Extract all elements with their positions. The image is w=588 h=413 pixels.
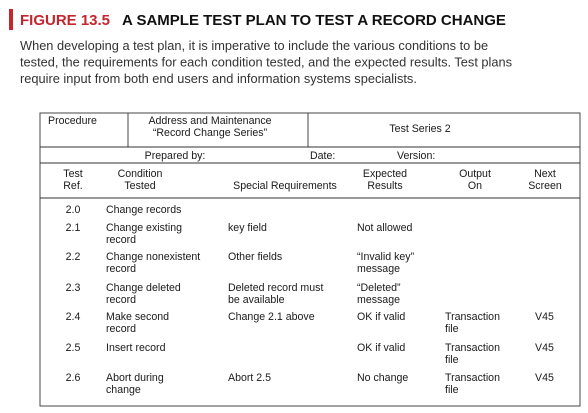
table-cell: Other fields (228, 251, 282, 263)
table-cell: message (357, 294, 400, 306)
table-cell: 2.3 (66, 282, 81, 294)
table-cell: 2.6 (66, 372, 81, 384)
column-header: Next (534, 168, 556, 180)
table-cell: record (106, 263, 136, 275)
table-cell: OK if valid (357, 342, 405, 354)
table-cell: Abort during (106, 372, 164, 384)
table-cell: 2.5 (66, 342, 81, 354)
column-header: Output (459, 168, 491, 180)
column-header: Condition (118, 168, 163, 180)
table-cell: V45 (535, 372, 554, 384)
column-header: Results (367, 180, 402, 192)
caption-line: When developing a test plan, it is imper… (20, 38, 488, 53)
table-cell: key field (228, 222, 267, 234)
table-cell: Change 2.1 above (228, 311, 315, 323)
table-cell: be available (228, 294, 285, 306)
table-cell: file (445, 323, 459, 335)
table-cell: Change existing (106, 222, 182, 234)
table-cell: “Invalid key” (357, 251, 415, 263)
table-cell: record (106, 323, 136, 335)
date: Date: (310, 150, 335, 162)
column-header: Ref. (63, 180, 82, 192)
table-cell: V45 (535, 342, 554, 354)
table-cell: file (445, 354, 459, 366)
procedure-line: Address and Maintenance (148, 115, 271, 127)
table-cell: message (357, 263, 400, 275)
table-cell: V45 (535, 311, 554, 323)
table-cell: No change (357, 372, 408, 384)
column-header: Tested (124, 180, 155, 192)
table-cell: Not allowed (357, 222, 412, 234)
procedure-label: Procedure (48, 115, 97, 127)
table-cell: Transaction (445, 372, 500, 384)
table-cell: change (106, 384, 141, 396)
table-cell: “Deleted” (357, 282, 401, 294)
table-cell: 2.4 (66, 311, 81, 323)
prepared-by: Prepared by: (145, 150, 206, 162)
table-cell: Change records (106, 204, 181, 216)
table-cell: Deleted record must (228, 282, 323, 294)
table-cell: file (445, 384, 459, 396)
accent-bar (9, 9, 13, 30)
caption-line: tested, the requirements for each condit… (20, 55, 512, 70)
figure-title: A SAMPLE TEST PLAN TO TEST A RECORD CHAN… (122, 12, 506, 29)
table-cell: 2.0 (66, 204, 81, 216)
table-cell: record (106, 234, 136, 246)
test-series: Test Series 2 (389, 123, 450, 135)
table-cell: record (106, 294, 136, 306)
table-cell: Change deleted (106, 282, 181, 294)
table-cell: Transaction (445, 342, 500, 354)
table-cell: Make second (106, 311, 169, 323)
table-cell: OK if valid (357, 311, 405, 323)
column-header: Test (63, 168, 82, 180)
column-header: Expected (363, 168, 407, 180)
table-cell: Transaction (445, 311, 500, 323)
table-border (39, 112, 581, 407)
table-cell: Change nonexistent (106, 251, 200, 263)
table-cell: 2.2 (66, 251, 81, 263)
table-cell: Insert record (106, 342, 166, 354)
column-header: Screen (528, 180, 562, 192)
caption-line: require input from both end users and in… (20, 71, 417, 86)
procedure-line: “Record Change Series” (153, 127, 268, 139)
table-cell: 2.1 (66, 222, 81, 234)
figure-label: FIGURE 13.5 (20, 12, 110, 29)
column-header: Special Requirements (233, 180, 337, 192)
table-cell: Abort 2.5 (228, 372, 271, 384)
column-header: On (468, 180, 482, 192)
version: Version: (397, 150, 435, 162)
